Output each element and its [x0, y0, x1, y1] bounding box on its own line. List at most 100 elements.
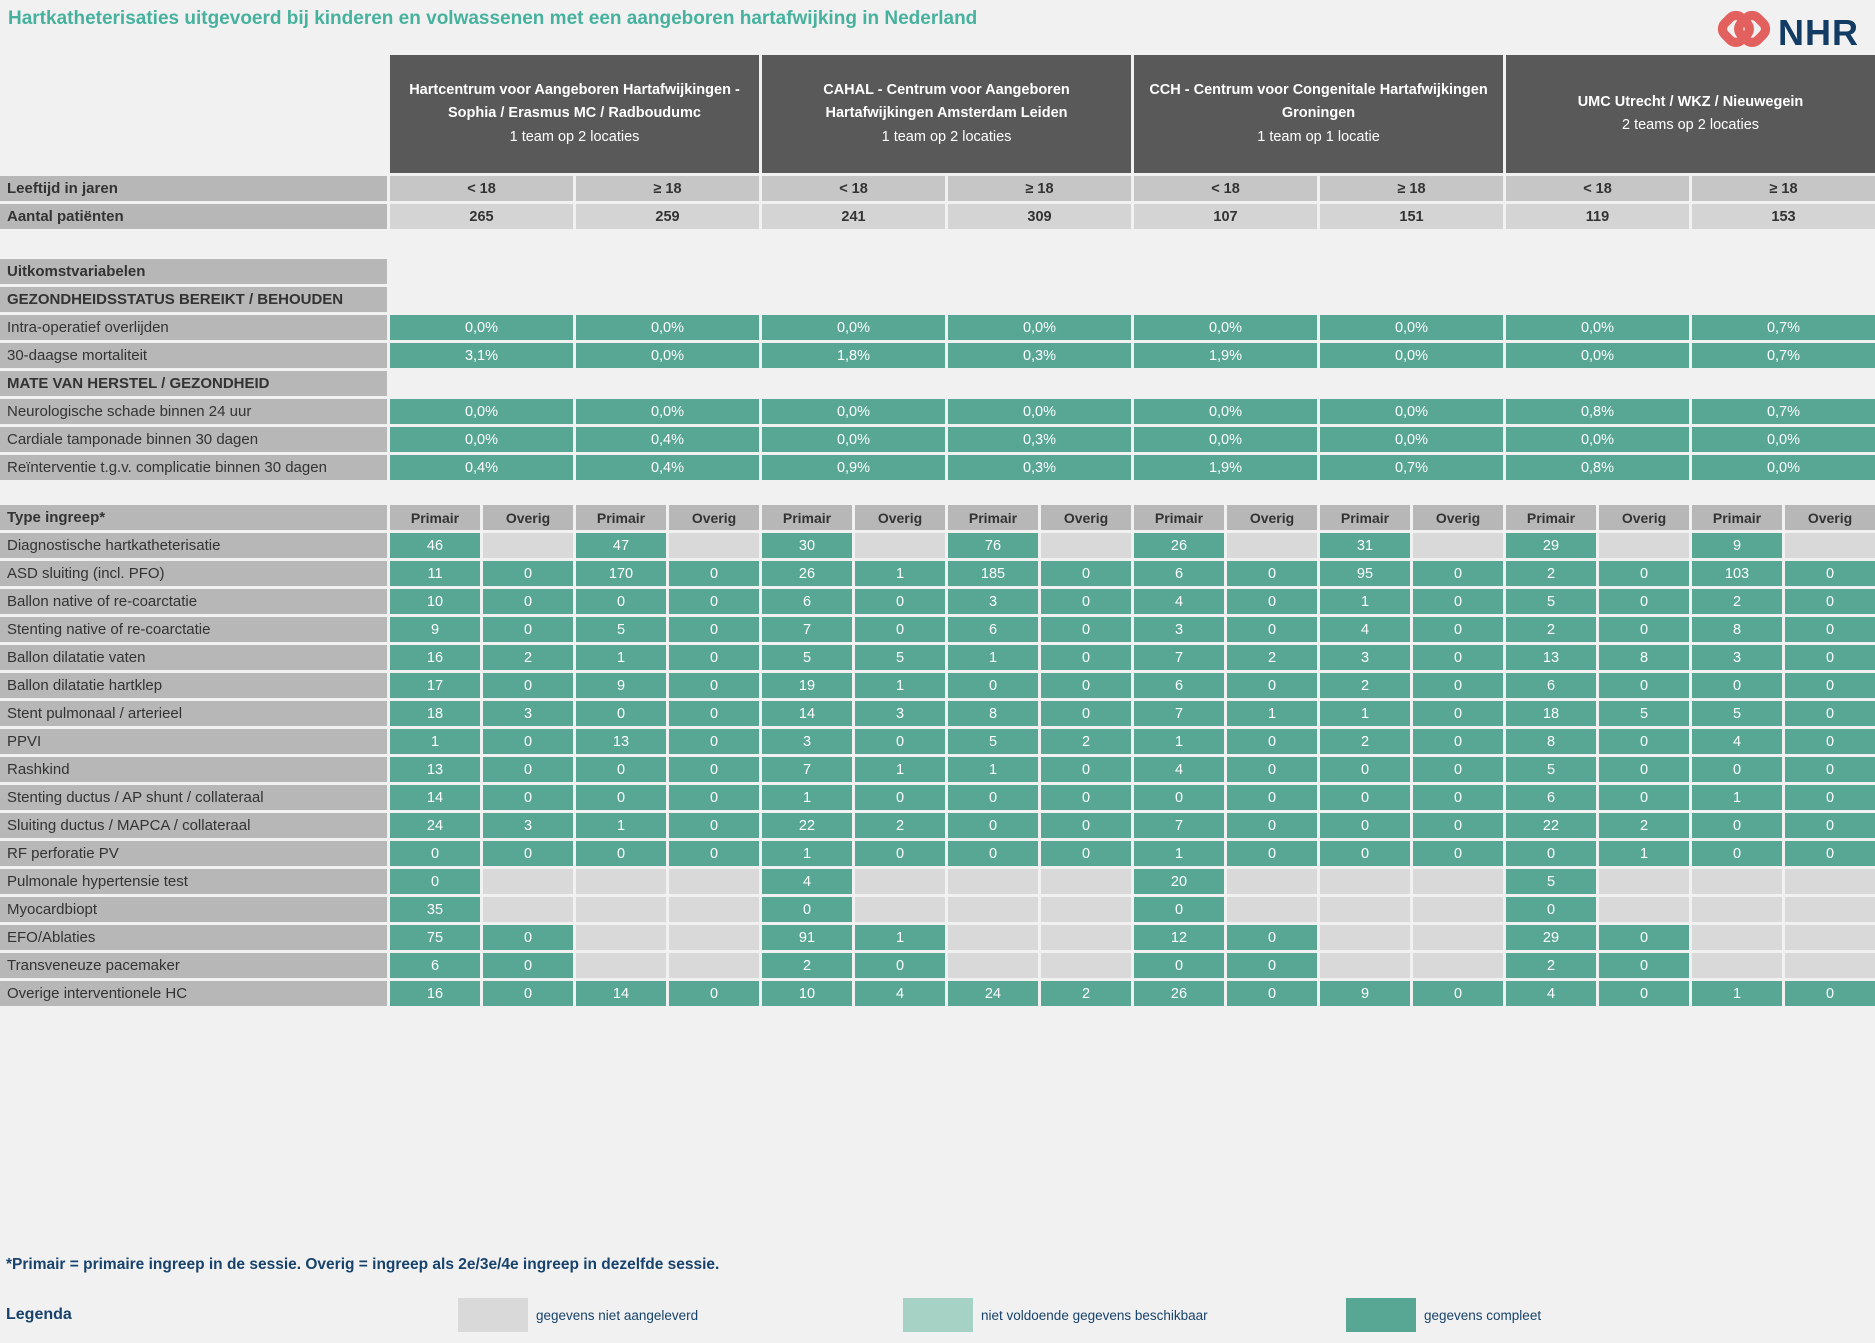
- outcome-cell: 0,0%: [1692, 427, 1875, 452]
- procedure-cell: [948, 869, 1038, 894]
- subcolumn-header: Overig: [483, 505, 573, 530]
- outcome-cell: 0,0%: [576, 399, 759, 424]
- procedure-cell: [1227, 533, 1317, 558]
- procedure-cell: 5: [762, 645, 852, 670]
- procedure-cell: 20: [1134, 869, 1224, 894]
- patients-cell: 309: [948, 204, 1131, 229]
- table-row: Neurologische schade binnen 24 uur 0,0% 0,…: [0, 399, 1875, 424]
- procedure-cell: 0: [483, 561, 573, 586]
- procedure-cell: 0: [1599, 673, 1689, 698]
- table-row: Leeftijd in jaren < 18 ≥ 18 < 18 ≥ 18 < 18 ≥ 1…: [0, 176, 1875, 201]
- row-label: Pulmonale hypertensie test: [0, 869, 387, 894]
- outcome-cell: 0,3%: [948, 455, 1131, 480]
- procedure-cell: 0: [1692, 673, 1782, 698]
- procedure-cell: 10: [390, 589, 480, 614]
- procedure-cell: 5: [576, 617, 666, 642]
- row-label: Myocardbiopt: [0, 897, 387, 922]
- row-label: Diagnostische hartkatheterisatie: [0, 533, 387, 558]
- procedure-cell: 2: [483, 645, 573, 670]
- procedure-cell: 0: [576, 701, 666, 726]
- procedure-cell: 103: [1692, 561, 1782, 586]
- procedure-cell: 0: [1041, 701, 1131, 726]
- procedure-cell: 0: [390, 841, 480, 866]
- procedure-cell: 0: [1785, 757, 1875, 782]
- procedure-cell: 9: [1320, 981, 1410, 1006]
- subcolumn-header: Primair: [1692, 505, 1782, 530]
- outcome-cell: 0,7%: [1692, 399, 1875, 424]
- procedure-cell: 1: [1134, 729, 1224, 754]
- procedure-cell: 0: [855, 785, 945, 810]
- center-name: Hartcentrum voor Aangeboren Hartafwijkin…: [409, 82, 740, 122]
- outcome-cell: 0,0%: [576, 343, 759, 368]
- procedure-cell: 6: [1506, 673, 1596, 698]
- table-row: Stenting native of re-coarctatie 9 0 5 0 7 0 6 0…: [0, 617, 1875, 642]
- table-row: Ballon dilatatie vaten 16 2 1 0 5 5 1 0 7 2 3 0 13 8 3 0: [0, 645, 1875, 670]
- row-label: Cardiale tamponade binnen 30 dagen: [0, 427, 387, 452]
- procedure-cell: 6: [1134, 673, 1224, 698]
- row-label: Sluiting ductus / MAPCA / collateraal: [0, 813, 387, 838]
- procedure-cell: 4: [1320, 617, 1410, 642]
- procedure-cell: [669, 533, 759, 558]
- outcome-cell: 0,0%: [390, 427, 573, 452]
- procedure-cell: 170: [576, 561, 666, 586]
- procedure-cell: 0: [1227, 589, 1317, 614]
- procedure-cell: 0: [669, 673, 759, 698]
- procedure-cell: 0: [390, 869, 480, 894]
- procedure-cell: 6: [948, 617, 1038, 642]
- outcome-cell: 0,8%: [1506, 455, 1689, 480]
- procedure-cell: 0: [1227, 841, 1317, 866]
- row-label: Ballon dilatatie vaten: [0, 645, 387, 670]
- legend-swatch: [458, 1298, 528, 1332]
- outcome-cell: 0,0%: [1506, 315, 1689, 340]
- procedure-cell: 0: [1785, 617, 1875, 642]
- row-label: Reïnterventie t.g.v. complicatie binnen …: [0, 455, 387, 480]
- table-row: Stent pulmonaal / arterieel 18 3 0 0 14 3 8 0 7 1 1…: [0, 701, 1875, 726]
- outcome-cell: 1,9%: [1134, 455, 1317, 480]
- row-label: Stenting native of re-coarctatie: [0, 617, 387, 642]
- procedure-cell: 0: [1692, 841, 1782, 866]
- procedure-cell: [855, 869, 945, 894]
- procedure-cell: 0: [1134, 785, 1224, 810]
- procedure-cell: 47: [576, 533, 666, 558]
- procedure-cell: [1413, 925, 1503, 950]
- procedure-cell: 14: [390, 785, 480, 810]
- center-header: UMC Utrecht / WKZ / Nieuwegein 2 teams op…: [1506, 55, 1875, 173]
- age-row-label: Leeftijd in jaren: [0, 176, 387, 201]
- row-label: ASD sluiting (incl. PFO): [0, 561, 387, 586]
- outcomes-section-header: Uitkomstvariabelen: [0, 259, 387, 284]
- procedure-cell: 0: [1413, 645, 1503, 670]
- subcolumn-header: Overig: [1599, 505, 1689, 530]
- procedure-cell: [948, 953, 1038, 978]
- row-label: PPVI: [0, 729, 387, 754]
- procedure-cell: 0: [948, 841, 1038, 866]
- center-subtitle: 1 team op 1 locatie: [1257, 128, 1380, 145]
- procedure-cell: 9: [576, 673, 666, 698]
- outcome-cell: 0,7%: [1692, 315, 1875, 340]
- procedure-cell: 76: [948, 533, 1038, 558]
- outcome-cell: 0,0%: [1134, 427, 1317, 452]
- procedure-cell: 0: [576, 785, 666, 810]
- procedure-cell: 31: [1320, 533, 1410, 558]
- procedure-cell: 1: [1599, 841, 1689, 866]
- procedure-cell: 0: [1041, 589, 1131, 614]
- procedure-cell: 0: [1413, 813, 1503, 838]
- procedure-cell: 0: [669, 757, 759, 782]
- procedure-cell: 0: [576, 841, 666, 866]
- procedure-cell: 13: [1506, 645, 1596, 670]
- procedure-cell: 1: [1320, 589, 1410, 614]
- procedure-cell: 35: [390, 897, 480, 922]
- procedure-cell: 0: [1227, 673, 1317, 698]
- table-row: Rashkind 13 0 0 0 7 1 1 0 4 0 0 0 5 0 0 0: [0, 757, 1875, 782]
- outcome-cell: 0,3%: [948, 427, 1131, 452]
- outcome-cell: 1,9%: [1134, 343, 1317, 368]
- procedures-header: Type ingreep*: [0, 505, 387, 530]
- patients-row-label: Aantal patiënten: [0, 204, 387, 229]
- procedure-cell: [1320, 953, 1410, 978]
- outcome-cell: 0,7%: [1320, 455, 1503, 480]
- table-row: GEZONDHEIDSSTATUS BEREIKT / BEHOUDEN: [0, 287, 1875, 312]
- table-row: Diagnostische hartkatheterisatie 46 47 30 76…: [0, 533, 1875, 558]
- table-row: PPVI 1 0 13 0 3 0 5 2 1 0 2 0 8 0 4 0: [0, 729, 1875, 754]
- procedure-cell: 75: [390, 925, 480, 950]
- procedure-cell: 0: [1413, 757, 1503, 782]
- center-name: UMC Utrecht / WKZ / Nieuwegein: [1577, 93, 1804, 110]
